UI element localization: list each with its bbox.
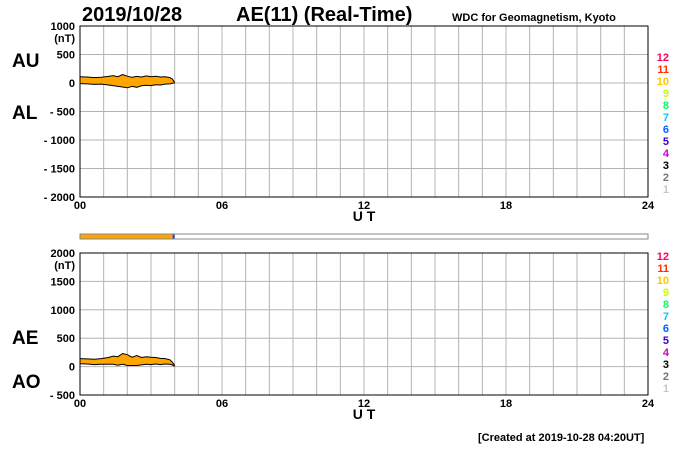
- coverage-bar-fill: [80, 234, 173, 239]
- station-legend-12: 12: [657, 251, 669, 263]
- station-legend-7: 7: [663, 112, 669, 124]
- y-tick-label: 0: [69, 78, 75, 90]
- au-label: AU: [12, 51, 40, 72]
- x-axis-title: U T: [353, 208, 376, 224]
- station-legend-11: 11: [657, 64, 669, 76]
- station-legend-4: 4: [663, 347, 670, 359]
- station-legend-9: 9: [663, 88, 669, 100]
- station-legend-5: 5: [663, 136, 669, 148]
- coverage-bar-end-marker: [172, 234, 175, 239]
- x-tick-label: 18: [500, 398, 512, 410]
- series-ae-line: [79, 352, 176, 366]
- y-axis-unit: (nT): [54, 33, 75, 45]
- station-legend-3: 3: [663, 160, 669, 172]
- y-tick-label: - 500: [50, 107, 75, 119]
- y-tick-label: - 1000: [44, 135, 75, 147]
- series-ao-line: [79, 363, 175, 367]
- x-tick-label: 12: [358, 200, 370, 212]
- y-tick-label: 1500: [51, 276, 75, 288]
- station-legend-2: 2: [663, 172, 669, 184]
- ao-label: AO: [12, 372, 41, 393]
- series-area-1: [80, 353, 175, 367]
- x-tick-label: 00: [74, 398, 86, 410]
- station-legend-8: 8: [663, 299, 669, 311]
- station-legend-10: 10: [657, 275, 669, 287]
- station-legend-6: 6: [663, 323, 669, 335]
- station-legend-1: 1: [663, 184, 669, 196]
- plot-frame: [79, 252, 649, 396]
- y-tick-label: 0: [69, 362, 75, 374]
- y-tick-label: - 500: [50, 390, 75, 402]
- y-axis-unit: (nT): [54, 260, 75, 272]
- al-label: AL: [12, 103, 38, 124]
- y-tick-label: 1000: [51, 305, 75, 317]
- station-legend-1: 1: [663, 383, 669, 395]
- x-tick-label: 06: [216, 398, 228, 410]
- created-timestamp: [Created at 2019-10-28 04:20UT]: [478, 432, 645, 444]
- station-legend-2: 2: [663, 371, 669, 383]
- plot-frame: [79, 25, 649, 198]
- x-axis-title: U T: [353, 406, 376, 422]
- x-tick-label: 06: [216, 200, 228, 212]
- y-tick-label: 500: [57, 50, 75, 62]
- x-tick-label: 24: [642, 200, 655, 212]
- coverage-bar-track: [79, 233, 649, 240]
- series-area-0: [80, 74, 175, 88]
- y-tick-label: - 2000: [44, 192, 75, 204]
- station-legend-3: 3: [663, 359, 669, 371]
- station-legend-6: 6: [663, 124, 669, 136]
- x-tick-label: 00: [74, 200, 86, 212]
- y-tick-label: - 1500: [44, 164, 75, 176]
- x-tick-label: 24: [642, 398, 655, 410]
- series-au-line: [79, 73, 176, 83]
- station-legend-12: 12: [657, 52, 669, 64]
- y-tick-label: 1000: [51, 21, 75, 33]
- x-tick-label: 12: [358, 398, 370, 410]
- chart-title: AE(11) (Real-Time): [236, 4, 413, 26]
- station-legend-11: 11: [657, 263, 669, 275]
- y-tick-label: 500: [57, 333, 75, 345]
- station-legend-5: 5: [663, 335, 669, 347]
- station-legend-7: 7: [663, 311, 669, 323]
- station-legend-9: 9: [663, 287, 669, 299]
- station-legend-10: 10: [657, 76, 669, 88]
- series-al-line: [79, 82, 175, 89]
- ae-label: AE: [12, 328, 39, 349]
- organization-label: WDC for Geomagnetism, Kyoto: [452, 12, 616, 24]
- y-tick-label: 2000: [51, 248, 75, 260]
- x-tick-label: 18: [500, 200, 512, 212]
- station-legend-4: 4: [663, 148, 670, 160]
- station-legend-8: 8: [663, 100, 669, 112]
- date-label: 2019/10/28: [82, 4, 183, 26]
